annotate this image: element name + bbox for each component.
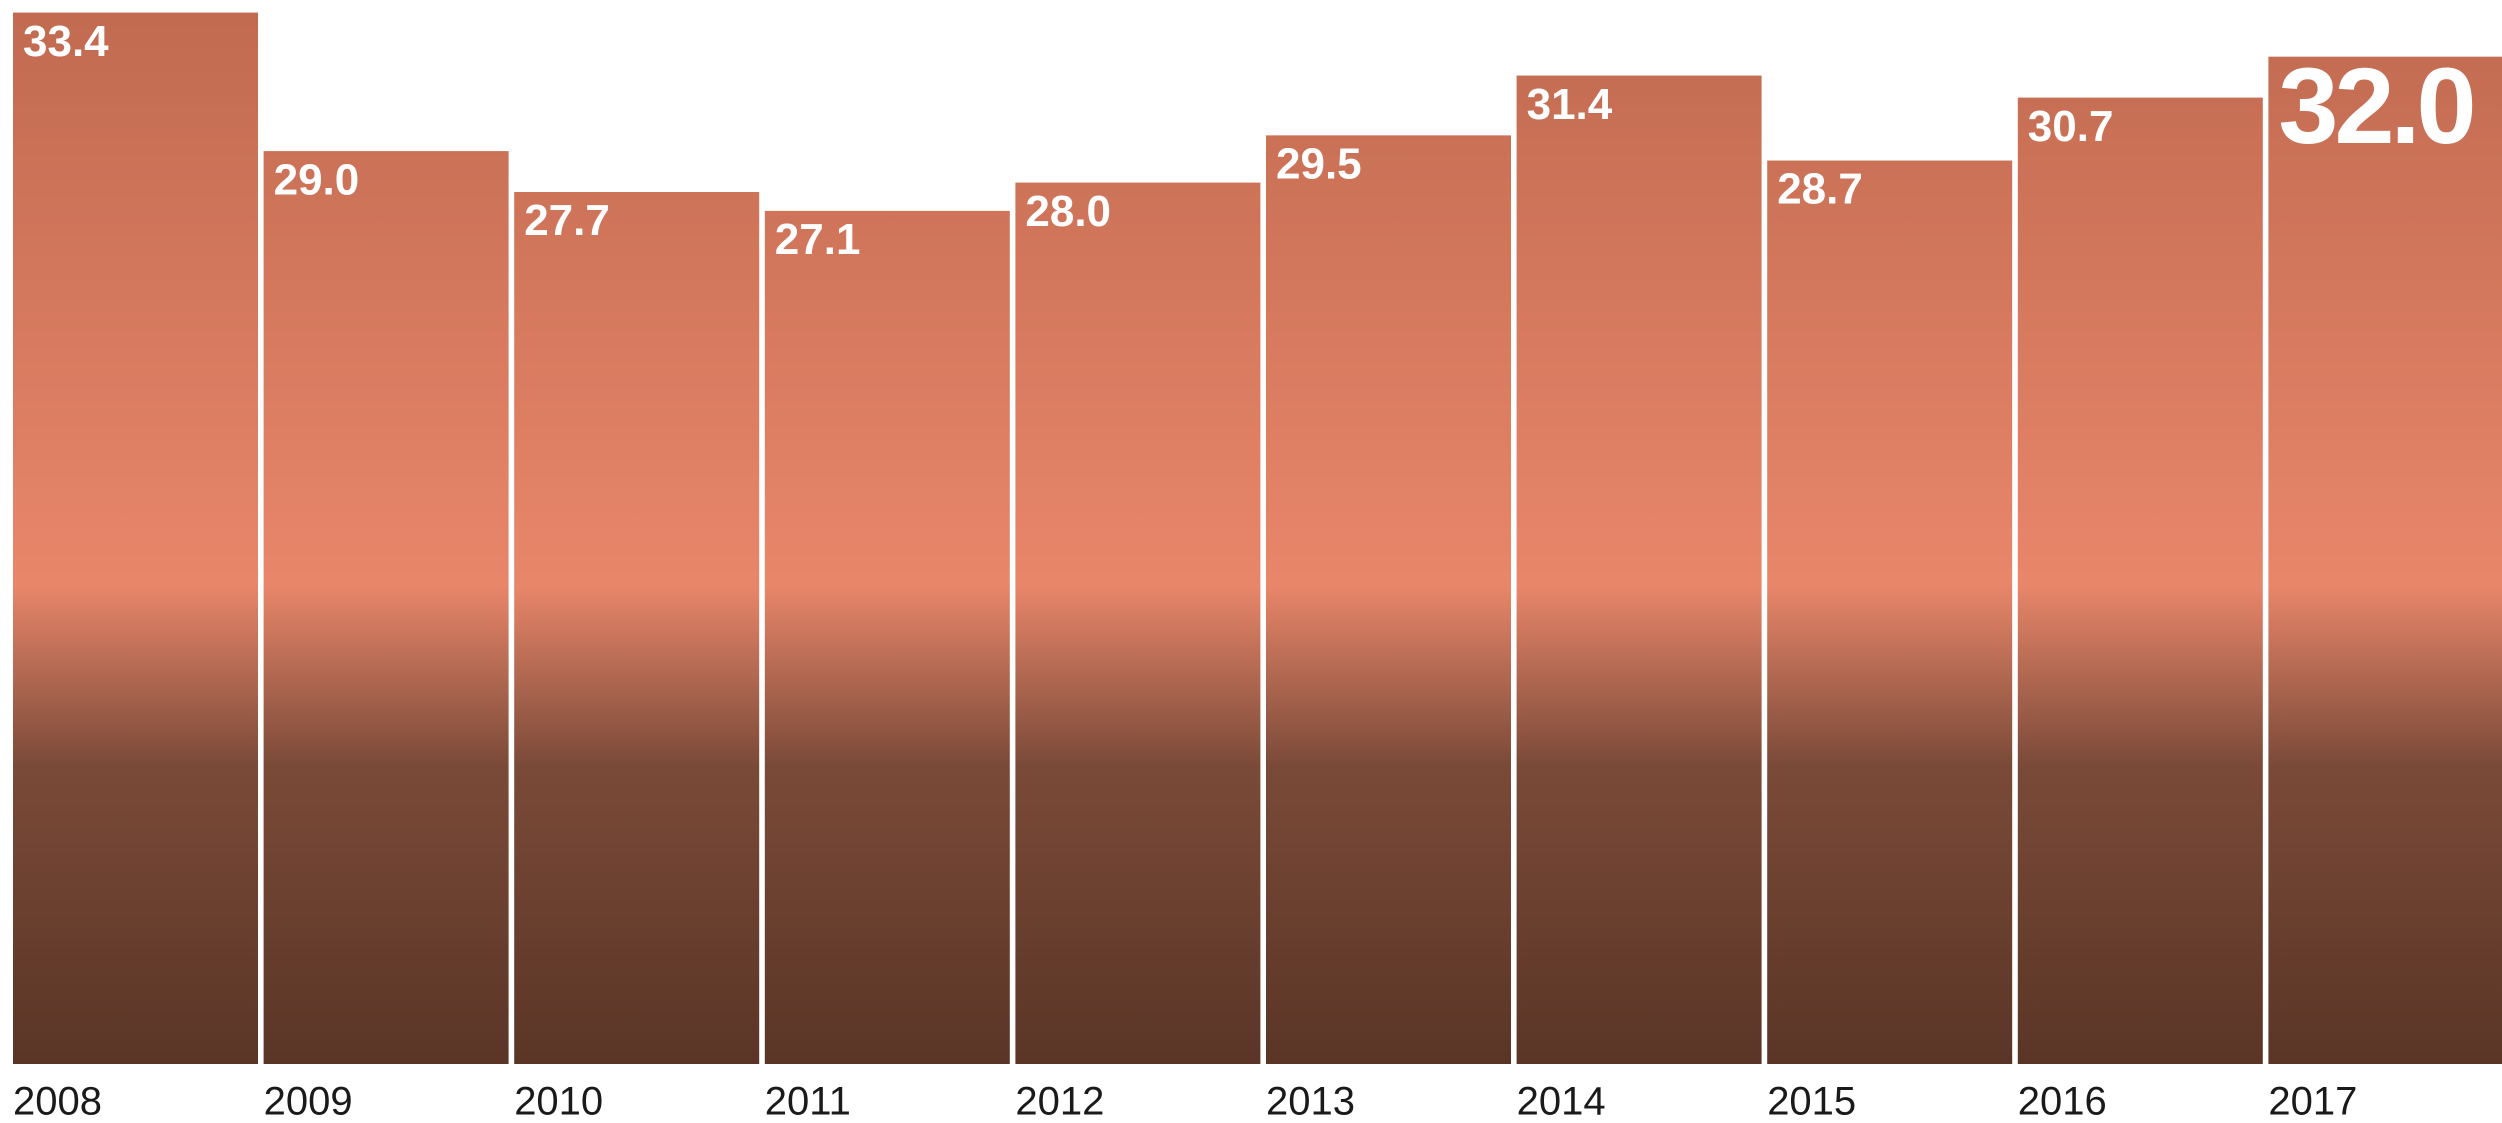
bar xyxy=(1266,135,1511,1064)
bar xyxy=(2017,97,2263,1064)
value-label: 28.0 xyxy=(1025,187,1111,236)
bar xyxy=(1015,182,1261,1064)
value-label: 30.7 xyxy=(2028,102,2114,151)
bar xyxy=(764,210,1010,1064)
x-tick-label: 2016 xyxy=(2018,1080,2107,1123)
value-label: 29.5 xyxy=(1276,140,1362,189)
x-tick-label: 2010 xyxy=(514,1080,603,1123)
x-tick-label: 2008 xyxy=(13,1080,102,1123)
bar xyxy=(263,151,509,1064)
x-tick-label: 2011 xyxy=(765,1080,851,1123)
value-label: 27.1 xyxy=(775,215,861,264)
value-label: 33.4 xyxy=(23,17,109,66)
value-label: 31.4 xyxy=(1527,80,1613,129)
value-label: 27.7 xyxy=(524,196,610,245)
bar xyxy=(1516,75,1762,1064)
bar xyxy=(514,192,760,1064)
value-label: 28.7 xyxy=(1777,165,1863,214)
value-label: 32.0 xyxy=(2278,45,2472,166)
x-tick-label: 2013 xyxy=(1266,1080,1355,1123)
x-tick-label: 2012 xyxy=(1015,1080,1104,1123)
bars: 33.4 2008 29.0 2009 27.7 2010 27.1 2011 28.0 2012… xyxy=(13,12,2502,1123)
x-tick-label: 2017 xyxy=(2268,1080,2357,1123)
bar xyxy=(2268,56,2502,1065)
x-tick-label: 2009 xyxy=(264,1080,353,1123)
value-label: 29.0 xyxy=(274,155,360,204)
x-tick-label: 2015 xyxy=(1767,1080,1856,1123)
x-tick-label: 2014 xyxy=(1517,1080,1606,1123)
bar xyxy=(1767,160,2013,1064)
bar xyxy=(13,12,258,1065)
